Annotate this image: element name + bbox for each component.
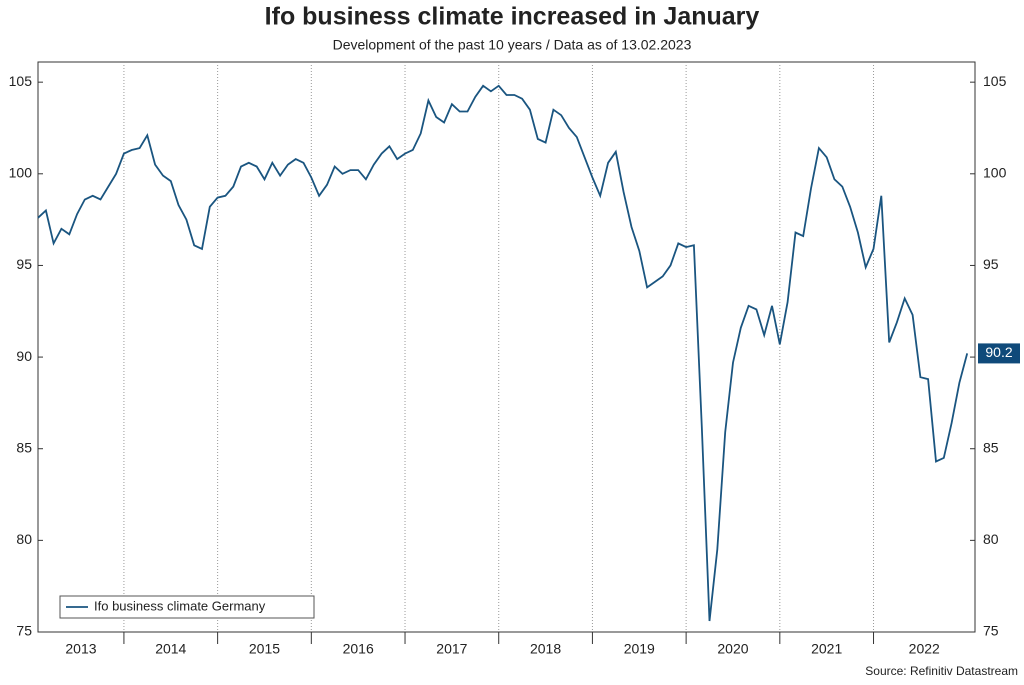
last-value-box [978, 343, 1020, 364]
plot-frame [37, 61, 976, 633]
legend-label: Ifo business climate Germany [94, 598, 266, 613]
y2-tick-label: 80 [983, 531, 999, 547]
y-tick-label: 105 [9, 73, 33, 89]
x-tick-label: 2015 [249, 641, 280, 657]
x-tick-label: 2019 [624, 641, 655, 657]
x-tick-label: 2020 [717, 641, 748, 657]
x-tick-label: 2021 [811, 641, 842, 657]
x-tick-label: 2014 [155, 641, 186, 657]
x-tick-label: 2013 [65, 641, 96, 657]
legend-box [59, 595, 315, 619]
y-tick-label: 100 [9, 165, 33, 181]
last-value-label: 90.2 [985, 344, 1012, 360]
source: Source: Refinitiv Datastream [865, 664, 1018, 678]
x-tick-label: 2018 [530, 641, 561, 657]
y-tick-label: 85 [16, 439, 32, 455]
y-tick-label: 95 [16, 256, 32, 272]
line-series [37, 84, 969, 622]
y2-tick-label: 105 [983, 73, 1007, 89]
y2-tick-label: 95 [983, 256, 999, 272]
y2-tick-label: 75 [983, 623, 999, 639]
x-tick-label: 2017 [436, 641, 467, 657]
x-tick-label: 2022 [909, 641, 940, 657]
y2-tick-label: 85 [983, 439, 999, 455]
chart-title: Ifo business climate increased in Januar… [265, 3, 760, 31]
x-tick-label: 2016 [343, 641, 374, 657]
y-tick-label: 90 [16, 348, 32, 364]
y-tick-label: 80 [16, 531, 32, 547]
y2-tick-label: 100 [983, 165, 1007, 181]
chart-subtitle: Development of the past 10 years / Data … [333, 37, 692, 53]
y-tick-label: 75 [16, 623, 32, 639]
